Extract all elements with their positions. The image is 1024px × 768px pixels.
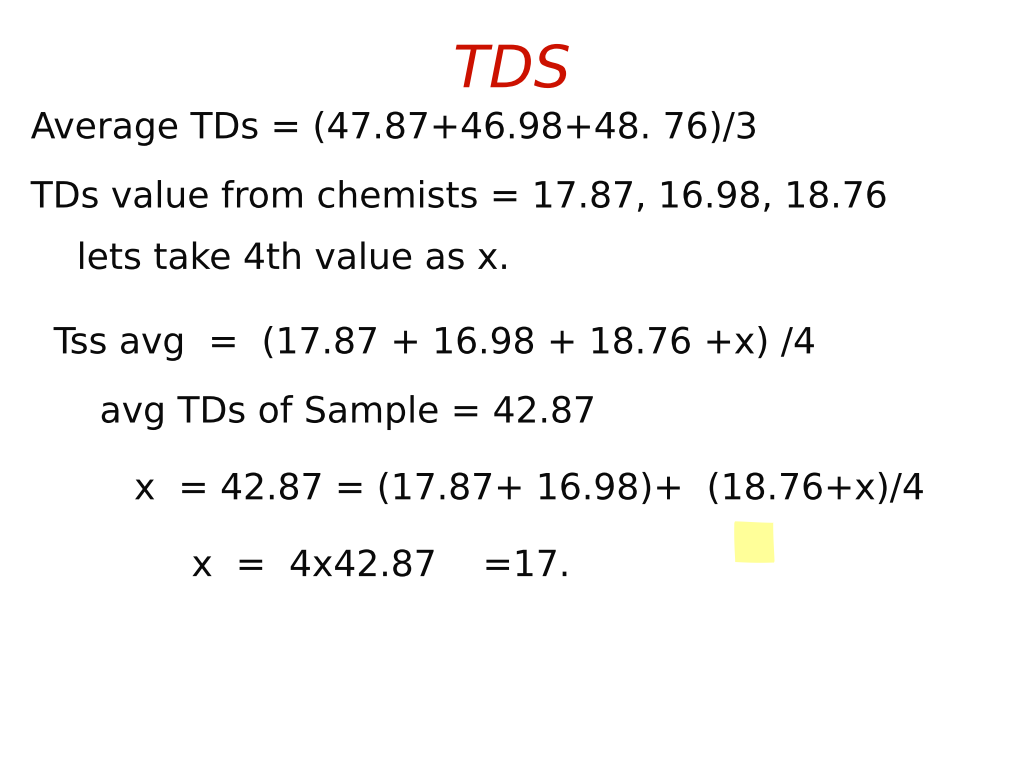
Text: TDS: TDS — [454, 42, 570, 99]
Text: x  = 42.87 = (17.87+ 16.98)+  (18.76+x)/4: x = 42.87 = (17.87+ 16.98)+ (18.76+x)/4 — [31, 472, 927, 506]
FancyBboxPatch shape — [735, 522, 774, 562]
Text: lets take 4th value as x.: lets take 4th value as x. — [31, 242, 510, 276]
Text: TDs value from chemists = 17.87, 16.98, 18.76: TDs value from chemists = 17.87, 16.98, … — [31, 180, 889, 214]
Text: Tss avg  =  (17.87 + 16.98 + 18.76 +x) /4: Tss avg = (17.87 + 16.98 + 18.76 +x) /4 — [31, 326, 817, 360]
Text: x  =  4x42.87    =17.: x = 4x42.87 =17. — [31, 549, 571, 583]
Text: Average TDs = (47.87+46.98+48. 76)/3: Average TDs = (47.87+46.98+48. 76)/3 — [31, 111, 759, 145]
Text: avg TDs of Sample = 42.87: avg TDs of Sample = 42.87 — [31, 396, 596, 429]
